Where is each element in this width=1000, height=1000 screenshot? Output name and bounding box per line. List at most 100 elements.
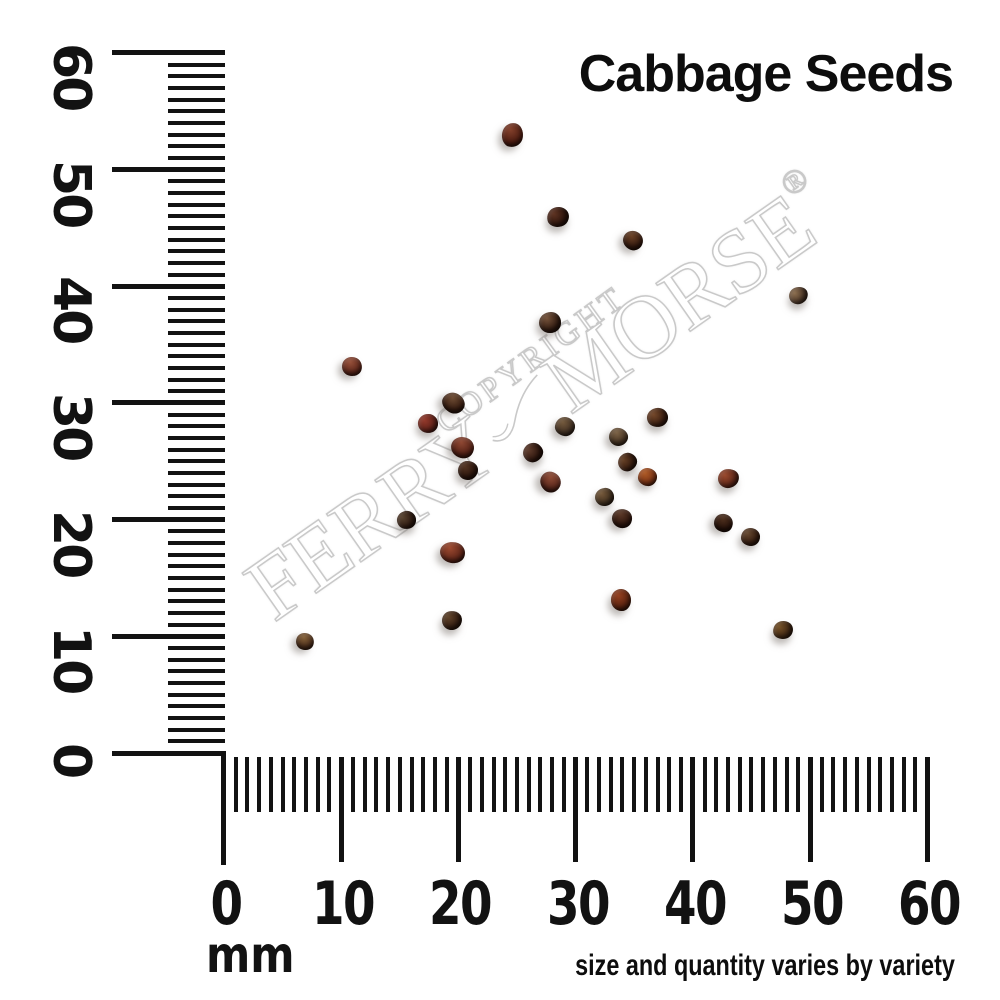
h-ruler-tick (479, 757, 484, 812)
h-ruler-tick (901, 757, 906, 812)
h-ruler-tick (784, 757, 789, 812)
h-ruler-tick (221, 750, 226, 865)
h-ruler-tick (667, 757, 672, 812)
h-ruler-tick (597, 757, 602, 812)
h-ruler-tick (807, 757, 813, 862)
v-ruler-tick (168, 424, 225, 429)
v-ruler-tick (168, 739, 225, 744)
v-ruler-tick (168, 365, 225, 370)
h-ruler-tick (491, 757, 496, 812)
cabbage-seed (499, 121, 525, 149)
v-ruler-tick (168, 85, 225, 90)
v-ruler-tick (168, 552, 225, 557)
h-ruler-tick (468, 757, 473, 812)
h-ruler-tick (655, 757, 660, 812)
cabbage-seed (293, 629, 317, 653)
v-ruler-tick-label: 60 (41, 42, 101, 110)
h-ruler-tick (315, 757, 320, 812)
h-ruler-tick-label: 0 (210, 869, 243, 939)
v-ruler-tick (168, 144, 225, 149)
h-ruler-tick (515, 757, 519, 812)
cabbage-seed (440, 609, 464, 631)
v-ruler-tick (168, 389, 225, 394)
v-ruler-tick (168, 540, 225, 545)
cabbage-seed (535, 467, 565, 497)
v-ruler-tick (168, 354, 225, 359)
h-ruler-tick (913, 757, 918, 812)
v-ruler-tick (168, 622, 225, 627)
v-ruler-tick (168, 610, 225, 615)
h-ruler-tick (749, 757, 754, 812)
cabbage-seed (339, 354, 365, 378)
v-ruler-tick (168, 214, 225, 219)
v-ruler-tick (168, 494, 225, 499)
h-ruler-tick (573, 757, 579, 862)
h-ruler-tick (421, 757, 426, 812)
watermark-brand: FERRYMORSE® (228, 160, 850, 640)
h-ruler-tick (292, 757, 297, 812)
v-ruler-tick-label: 30 (41, 392, 101, 460)
h-ruler-tick-label: 50 (780, 869, 845, 939)
watermark-brand-first: FERRY (228, 397, 516, 640)
cabbage-seed (620, 227, 646, 253)
v-ruler-tick (112, 517, 225, 523)
h-ruler-tick-label: 60 (898, 869, 962, 939)
h-ruler-tick (585, 757, 590, 812)
h-ruler-tick (386, 757, 391, 812)
v-ruler-tick (168, 470, 225, 475)
v-ruler-tick-label: 0 (41, 743, 101, 777)
cabbage-seed (609, 505, 635, 531)
v-ruler-tick-label: 10 (41, 626, 101, 693)
v-ruler-tick (168, 669, 225, 674)
h-ruler-tick (843, 757, 848, 812)
h-ruler-tick (350, 757, 355, 812)
v-ruler-tick (112, 633, 225, 639)
h-ruler-tick (702, 757, 707, 812)
h-ruler-tick (890, 757, 895, 812)
v-ruler-tick (168, 202, 225, 207)
v-ruler-tick (168, 109, 225, 114)
h-ruler-tick (854, 757, 859, 812)
cabbage-seed (636, 467, 658, 487)
h-ruler-tick-label: 20 (429, 869, 493, 939)
v-ruler-tick (168, 412, 225, 417)
cabbage-seed (740, 528, 760, 546)
h-ruler-tick (643, 757, 648, 812)
v-ruler-tick (168, 529, 225, 534)
brand-swoosh-icon (492, 374, 538, 442)
cabbage-seed (771, 619, 795, 641)
h-ruler-tick (725, 757, 730, 812)
cabbage-seed (644, 405, 670, 429)
h-ruler-tick (878, 757, 883, 812)
v-ruler-tick (168, 727, 225, 732)
h-ruler-tick (831, 757, 836, 812)
v-ruler-tick (168, 272, 225, 277)
v-ruler-tick-label: 20 (41, 509, 101, 577)
v-ruler-tick (168, 190, 225, 195)
h-ruler-tick (714, 757, 719, 812)
h-ruler-tick (796, 757, 801, 812)
v-ruler-tick (168, 599, 225, 604)
v-ruler-tick (168, 482, 225, 487)
cabbage-seed (606, 425, 630, 449)
v-ruler-tick (168, 657, 225, 662)
v-ruler-tick (112, 283, 225, 289)
v-ruler-tick-label: 40 (41, 276, 101, 343)
h-ruler-tick (620, 757, 625, 812)
h-ruler-tick (761, 757, 766, 812)
h-ruler-tick (268, 757, 273, 812)
h-ruler-tick (550, 757, 555, 812)
v-ruler-tick (168, 225, 225, 230)
v-ruler-tick (168, 342, 225, 347)
h-ruler-tick (608, 757, 613, 812)
v-ruler-tick (168, 715, 225, 720)
cabbage-seed (710, 510, 736, 536)
v-ruler-tick (168, 307, 225, 312)
h-ruler-tick (737, 757, 742, 812)
v-ruler-tick (112, 50, 225, 56)
v-ruler-tick (168, 260, 225, 265)
v-ruler-tick (168, 704, 225, 709)
cabbage-seed (786, 283, 810, 307)
h-ruler-tick (362, 757, 367, 812)
